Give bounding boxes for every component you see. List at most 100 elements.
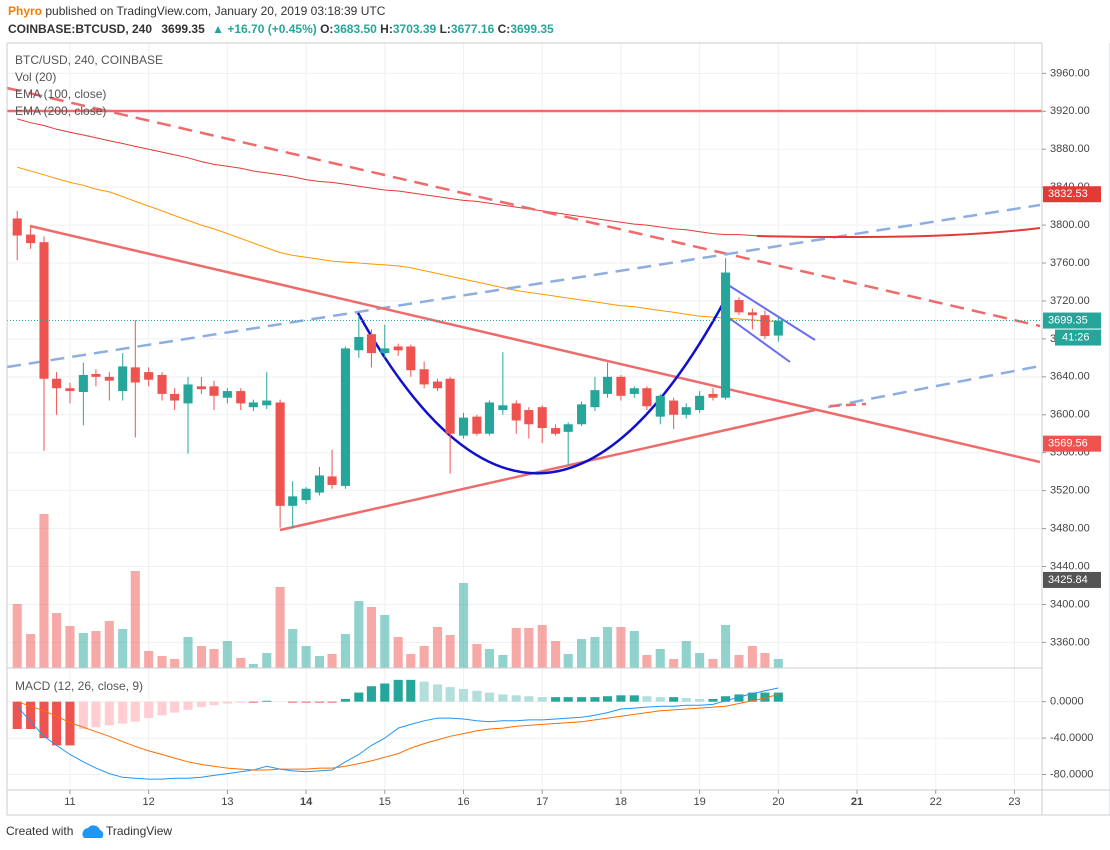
candle-body — [708, 393, 718, 398]
candle-body — [12, 218, 22, 236]
macd-histogram-bar — [472, 690, 482, 702]
macd-histogram-bar — [288, 701, 298, 703]
volume-bar — [655, 649, 665, 668]
macd-histogram-bar — [458, 688, 469, 702]
macd-histogram-bar — [484, 692, 495, 702]
ema-line — [17, 166, 779, 323]
volume-bar — [734, 655, 744, 668]
macd-histogram-bar — [248, 701, 258, 703]
candle-body — [327, 476, 337, 485]
candle-body — [681, 407, 691, 415]
candle-body — [484, 402, 495, 434]
change-arrow: ▲ — [212, 22, 224, 36]
candle-body — [170, 393, 180, 401]
macd-histogram-bar — [196, 701, 206, 708]
y-tick-label: 0.0000 — [1050, 696, 1084, 708]
volume-bar — [275, 587, 285, 668]
trendline — [279, 408, 816, 532]
volume-bar — [551, 641, 561, 668]
volume-bar — [170, 659, 180, 668]
volume-bar — [196, 646, 206, 668]
close-value: 3699.35 — [510, 22, 554, 36]
macd-histogram-bar — [222, 701, 232, 704]
macd-histogram-bar — [577, 697, 587, 702]
volume-bar — [222, 641, 232, 668]
y-tick-label: 3800.00 — [1050, 219, 1090, 231]
x-tick-label: 16 — [457, 796, 469, 808]
legend-macd: MACD (12, 26, close, 9) — [15, 679, 143, 693]
volume-bar — [708, 659, 718, 668]
candle-body — [432, 381, 443, 389]
volume-bar — [157, 656, 167, 668]
candle-body — [629, 388, 639, 394]
y-tick-label: 3520.00 — [1050, 485, 1090, 497]
volume-bar — [91, 631, 101, 668]
logo — [82, 825, 104, 838]
volume-bar — [393, 637, 403, 668]
candle-body — [248, 402, 258, 408]
author: Phyro — [8, 4, 42, 18]
candle-body — [380, 348, 390, 354]
volume-bar — [511, 628, 521, 668]
symbol-line: COINBASE:BTCUSD, 240 3699.35 ▲ +16.70 (+… — [8, 22, 554, 36]
dashed-trendline — [6, 203, 1041, 369]
macd-histogram-bar — [432, 684, 443, 702]
candle-body — [721, 272, 731, 398]
price-tag — [1043, 571, 1101, 588]
price-tag-label: 3569.56 — [1048, 438, 1088, 450]
candle-body — [183, 384, 193, 404]
candle-body — [563, 424, 573, 432]
macd-histogram-bar — [616, 695, 626, 702]
legend-volume: Vol (20) — [15, 70, 56, 84]
price-tag-label: 3425.84 — [1048, 574, 1088, 586]
brand: TradingView — [106, 824, 172, 838]
ema-extension — [756, 227, 1041, 239]
x-tick-label: 14 — [300, 796, 313, 808]
candle-body — [472, 416, 482, 434]
macd-histogram-bar — [602, 696, 613, 702]
volume-bar — [314, 656, 325, 668]
candle-body — [157, 374, 167, 394]
candle-body — [262, 400, 272, 406]
macd-histogram-bar — [498, 694, 508, 702]
cup-curve — [356, 299, 727, 475]
volume-bar — [65, 626, 75, 668]
candle-body — [104, 376, 114, 381]
volume-bar — [288, 629, 298, 668]
high-label: H: — [380, 22, 393, 36]
volume-bar — [419, 646, 429, 668]
x-tick-label: 19 — [693, 796, 705, 808]
macd-histogram-bar — [393, 679, 403, 702]
volume-bar — [39, 514, 49, 668]
candle-body — [39, 242, 49, 379]
volume-bar — [12, 604, 22, 668]
candle-body — [118, 366, 128, 392]
volume-bar — [183, 637, 193, 668]
y-tick-label: 3440.00 — [1050, 560, 1090, 572]
macd-histogram-bar — [734, 694, 744, 702]
macd-histogram-bar — [340, 698, 350, 702]
macd-histogram-bar — [445, 687, 455, 702]
macd-histogram-bar — [327, 701, 337, 703]
macd-histogram-bar — [262, 700, 272, 702]
volume-bar — [209, 649, 219, 668]
x-tick-label: 15 — [379, 796, 391, 808]
candle-body — [577, 404, 587, 425]
volume-bar — [130, 571, 140, 668]
volume-bar — [406, 654, 416, 668]
candle-body — [551, 428, 561, 434]
volume-bar — [602, 627, 613, 668]
candle-body — [655, 395, 665, 417]
volume-bar — [616, 627, 626, 668]
macd-histogram-bar — [563, 697, 573, 702]
macd-histogram-bar — [130, 701, 140, 722]
volume-bar — [577, 639, 587, 668]
close-label: C: — [498, 22, 511, 36]
x-tick-label: 11 — [64, 796, 75, 808]
volume-layer — [12, 514, 783, 746]
macd-histogram-bar — [366, 686, 376, 702]
x-tick-label: 20 — [772, 796, 784, 808]
candle-body — [65, 388, 75, 392]
volume-bar — [773, 659, 783, 668]
open-label: O: — [320, 22, 333, 36]
